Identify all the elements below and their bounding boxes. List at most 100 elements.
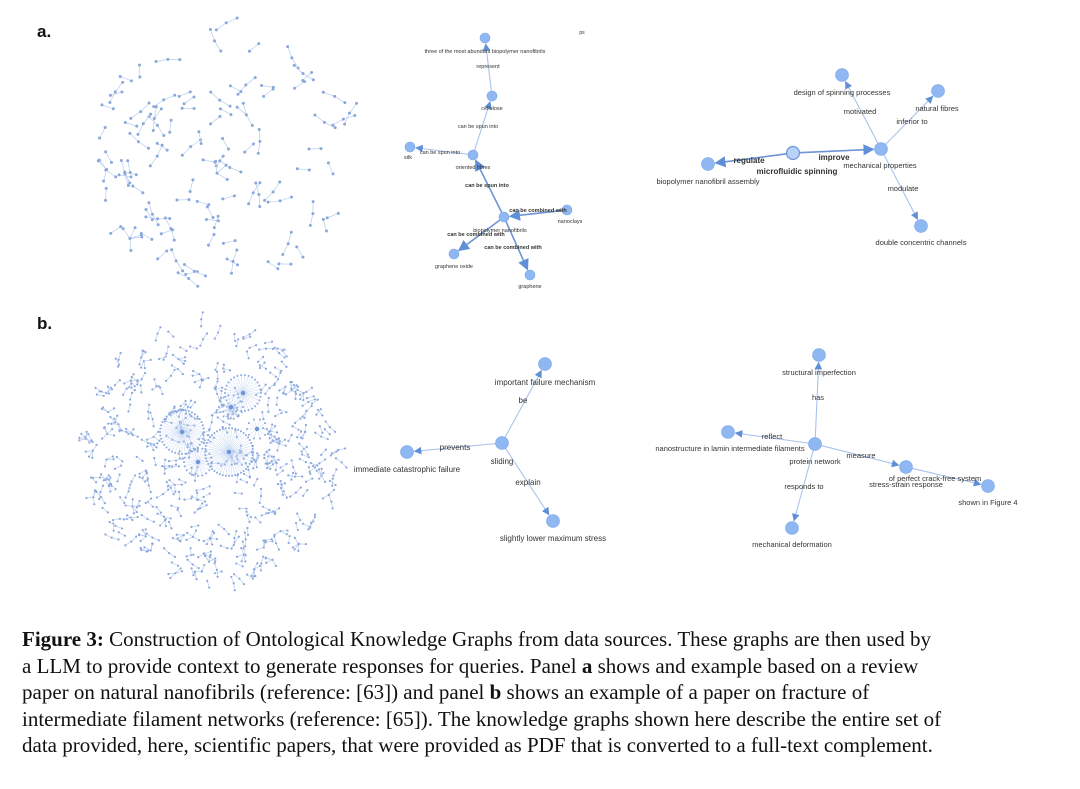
graph-node [479, 32, 491, 44]
node-label: important failure mechanism [495, 378, 596, 387]
graph-node [546, 514, 560, 528]
edge-label: of perfect crack-free system [889, 474, 982, 483]
node-label: sliding [491, 457, 514, 466]
graph-edge [814, 361, 823, 438]
caption-text: Construction of Ontological Knowledge Gr… [103, 627, 932, 651]
caption-text: shows an example of a paper on fracture … [501, 680, 870, 704]
node-label: natural fibres [915, 104, 959, 113]
graph-node [467, 149, 479, 161]
edge-label: be [519, 396, 528, 405]
edge-label: represent [476, 64, 500, 70]
caption-line: intermediate filament networks (referenc… [22, 706, 1062, 733]
knowledge-graph-figure: three of the most abundant biopolymer na… [78, 16, 1018, 592]
edge-label: can be spun into [465, 183, 509, 189]
graph-node [931, 84, 945, 98]
node-label: cellulose [481, 106, 502, 112]
graph-edge [413, 443, 496, 455]
graph-node [404, 141, 416, 153]
caption-bold-text: Figure 3: [22, 627, 104, 651]
caption-text: shows and example based on a review [592, 653, 919, 678]
graph-edge [505, 221, 529, 271]
graph-edge [734, 430, 809, 444]
graph-node [495, 436, 509, 450]
graph-node [524, 269, 536, 281]
graph-node [899, 460, 913, 474]
graph-node [538, 357, 552, 371]
graph-a-right: design of spinning processes natural fibr… [657, 68, 967, 247]
graph-node [721, 425, 735, 439]
graph-edge [474, 159, 503, 213]
edge-label: explain [515, 478, 540, 487]
graph-node [486, 90, 498, 102]
graph-edge [482, 43, 492, 92]
graph-edge [457, 219, 501, 252]
node-label: protein network [789, 457, 841, 466]
node-label: immediate catastrophic failure [354, 465, 461, 474]
node-label: shown in Figure 4 [958, 498, 1017, 507]
node-label: biopolymer nanofibril assembly [657, 177, 760, 186]
caption-line: data provided, here, scientific papers, … [22, 732, 1062, 759]
node-label: three of the most abundant biopolymer na… [425, 49, 546, 55]
graph-node [812, 348, 826, 362]
node-label: mechanical deformation [752, 540, 832, 549]
graph-node [400, 445, 414, 459]
graph-node [808, 437, 822, 451]
node-label: silk [404, 155, 412, 161]
node-label: microfluidic spinning [757, 167, 838, 176]
graph-node [498, 211, 510, 223]
caption-line: a LLM to provide context to generate res… [22, 653, 1062, 680]
overview-graph-b [78, 311, 348, 592]
caption-line: Figure 3: Construction of Ontological Kn… [22, 626, 1062, 653]
edge-label: modulate [888, 184, 919, 193]
edge-label: can be spun into [458, 124, 498, 130]
graph-edge [474, 100, 492, 151]
edge-label: measure [846, 451, 875, 460]
graph-edge [504, 369, 542, 438]
caption-text: paper on natural nanofibrils (reference:… [22, 680, 490, 704]
edge-label: reflect [762, 432, 783, 441]
node-label: design of spinning processes [794, 88, 891, 97]
overview-graph-a [96, 16, 359, 288]
graph-edge [912, 467, 982, 487]
edge-label: responds to [784, 482, 823, 491]
graph-edge [714, 153, 787, 168]
node-label: structural imperfection [782, 368, 856, 377]
node-label: graphene [518, 284, 541, 290]
graph-edge [792, 450, 814, 522]
figure-caption: Figure 3: Construction of Ontological Kn… [22, 626, 1062, 759]
caption-text: intermediate filament networks (referenc… [22, 706, 942, 731]
edge-label: can be combined with [447, 232, 505, 238]
node-label: nanostructure in lamin intermediate fila… [655, 444, 804, 453]
graph-edge [845, 80, 879, 144]
panel-label-b: b. [37, 314, 53, 333]
graph-b-mid: important failure mechanism sliding immedi… [354, 357, 606, 543]
graph-edge [821, 445, 900, 468]
edge-label: inferior to [896, 117, 927, 126]
caption-bold-text: a [581, 653, 593, 678]
node-label: oriented fibres [456, 165, 491, 171]
edge-label: motivated [844, 107, 877, 116]
graph-node [448, 248, 460, 260]
graph-node [701, 157, 715, 171]
graph-node [785, 145, 801, 161]
graph-node [981, 479, 995, 493]
edge-label: can be combined with [509, 208, 567, 214]
edge-label: regulate [733, 156, 765, 165]
edge-label: improve [818, 153, 850, 162]
detail-graphs: three of the most abundant biopolymer na… [354, 30, 1018, 549]
edge-label: can be spun into [420, 150, 460, 156]
graph-edge [415, 144, 469, 155]
graph-edge [883, 154, 919, 221]
stray-label: ps [579, 30, 585, 36]
node-label: graphene oxide [435, 264, 473, 270]
caption-line: paper on natural nanofibrils (reference:… [22, 679, 1062, 706]
node-label: mechanical properties [843, 161, 917, 170]
graph-b-right: structural imperfection nanostructure in … [655, 348, 1018, 549]
node-label: double concentric channels [876, 238, 967, 247]
graph-node [914, 219, 928, 233]
graph-a-mid: three of the most abundant biopolymer na… [404, 30, 585, 290]
caption-text: a LLM to provide context to generate res… [22, 653, 582, 678]
graph-node [561, 204, 573, 216]
panel-label-a: a. [37, 22, 52, 41]
caption-bold-text: b [489, 680, 502, 704]
